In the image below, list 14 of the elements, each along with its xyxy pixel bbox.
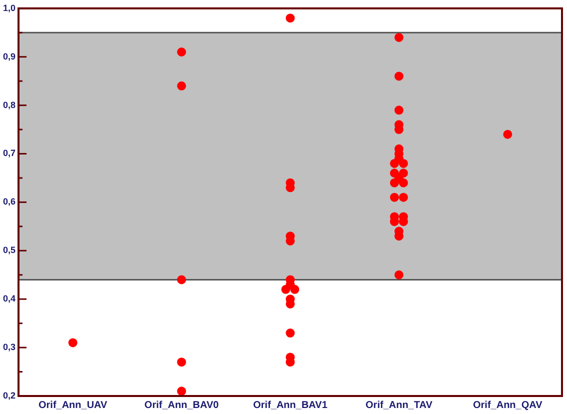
y-tick-label: 0,8 bbox=[2, 100, 16, 110]
y-tick-label: 0,5 bbox=[2, 245, 16, 256]
y-tick-label: 1,0 bbox=[2, 2, 16, 13]
y-tick-label: 0,4 bbox=[2, 294, 16, 304]
x-tick-label: Orif_Ann_BAV1 bbox=[253, 400, 328, 411]
y-tick-label: 0,6 bbox=[2, 196, 16, 207]
x-tick-label: Orif_Ann_BAV0 bbox=[144, 400, 220, 411]
y-tick-label: 0,9 bbox=[2, 51, 16, 62]
y-tick-label: 0,3 bbox=[2, 342, 16, 352]
x-tick-label: Orif_Ann_UAV bbox=[38, 400, 108, 411]
y-tick-label: 0,7 bbox=[2, 148, 16, 158]
y-tick-label: 0,2 bbox=[2, 390, 16, 400]
x-tick-label: Orif_Ann_TAV bbox=[366, 400, 433, 411]
x-tick-label: Orif_Ann_QAV bbox=[473, 400, 543, 411]
